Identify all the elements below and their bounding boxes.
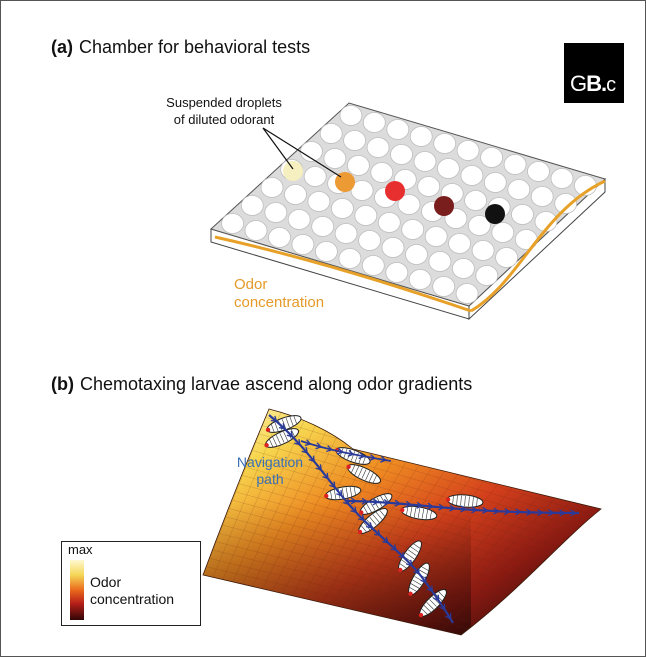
- odor-curve-side: [470, 179, 606, 313]
- well: [467, 215, 491, 236]
- well: [319, 123, 343, 144]
- panel-b-title: (b) Chemotaxing larvae ascend along odor …: [51, 374, 473, 394]
- well: [495, 247, 519, 268]
- odor-curve-front: [214, 235, 472, 313]
- well: [244, 220, 268, 241]
- well: [354, 205, 378, 226]
- well: [346, 155, 370, 176]
- well: [377, 212, 401, 233]
- well: [424, 226, 448, 247]
- larva: [346, 464, 382, 484]
- well: [386, 119, 410, 140]
- well: [550, 168, 574, 189]
- droplet: [283, 161, 303, 181]
- legend-label: Odor concentration: [90, 574, 175, 607]
- well: [358, 230, 382, 251]
- well: [311, 216, 335, 237]
- well: [451, 258, 475, 279]
- navigation-path-branch: [345, 499, 580, 515]
- well: [303, 166, 327, 187]
- droplet: [434, 196, 454, 216]
- well: [260, 177, 284, 198]
- well: [362, 112, 386, 133]
- droplets-label: Suspended droplets of diluted odorant: [166, 95, 282, 127]
- well: [507, 179, 531, 200]
- well: [530, 186, 554, 207]
- well: [385, 262, 409, 283]
- well: [240, 195, 264, 216]
- color-legend: max Odor concentration: [61, 541, 201, 626]
- well: [287, 209, 311, 230]
- well: [343, 130, 367, 151]
- well: [284, 184, 307, 205]
- well: [480, 147, 504, 168]
- well: [221, 213, 245, 234]
- well: [381, 237, 405, 258]
- larvae: [264, 415, 484, 618]
- well: [268, 227, 291, 248]
- well: [460, 165, 484, 186]
- well: [334, 223, 358, 244]
- well: [464, 190, 488, 211]
- chamber: [210, 102, 606, 321]
- well: [483, 172, 507, 193]
- well: [338, 248, 362, 269]
- larva: [324, 485, 362, 501]
- well: [390, 144, 413, 165]
- well: [432, 276, 456, 297]
- odor-concentration-label: Odor concentration: [234, 276, 325, 311]
- legend-colorbar: [70, 560, 84, 620]
- larva: [445, 494, 484, 508]
- well: [471, 240, 495, 261]
- well: [491, 222, 515, 243]
- well: [314, 241, 338, 262]
- legend-max-label: max: [68, 542, 93, 557]
- well: [397, 194, 421, 215]
- well: [409, 126, 433, 147]
- navigation-paths: [268, 414, 580, 624]
- well: [433, 133, 457, 154]
- larva: [398, 540, 422, 573]
- well: [456, 140, 480, 161]
- well: [323, 148, 347, 169]
- droplet: [485, 204, 505, 224]
- well: [448, 233, 472, 254]
- well: [350, 180, 374, 201]
- well: [475, 265, 499, 286]
- well: [511, 204, 534, 225]
- well: [291, 234, 315, 255]
- well: [330, 198, 354, 219]
- larva: [357, 508, 388, 535]
- well: [264, 202, 288, 223]
- well: [366, 137, 390, 158]
- well: [527, 161, 550, 182]
- pointer-line-2: [262, 127, 342, 178]
- droplet: [385, 181, 405, 201]
- larva: [359, 493, 393, 515]
- well: [361, 255, 385, 276]
- well: [428, 251, 452, 272]
- well: [339, 105, 363, 126]
- well: [405, 244, 428, 265]
- well: [554, 193, 578, 214]
- odor-gradient-surface: [202, 408, 602, 636]
- gb-logo: GB.c: [564, 43, 624, 103]
- well: [408, 269, 432, 290]
- well: [370, 162, 394, 183]
- well: [417, 176, 441, 197]
- panel-a-title: (a) Chamber for behavioral tests: [51, 37, 311, 57]
- pointer-line-1: [262, 127, 294, 170]
- well: [455, 283, 479, 304]
- well: [401, 219, 425, 240]
- navigation-path-label: Navigation path: [236, 454, 304, 487]
- well: [436, 158, 460, 179]
- well: [307, 191, 331, 212]
- well: [413, 151, 437, 172]
- well: [503, 154, 527, 175]
